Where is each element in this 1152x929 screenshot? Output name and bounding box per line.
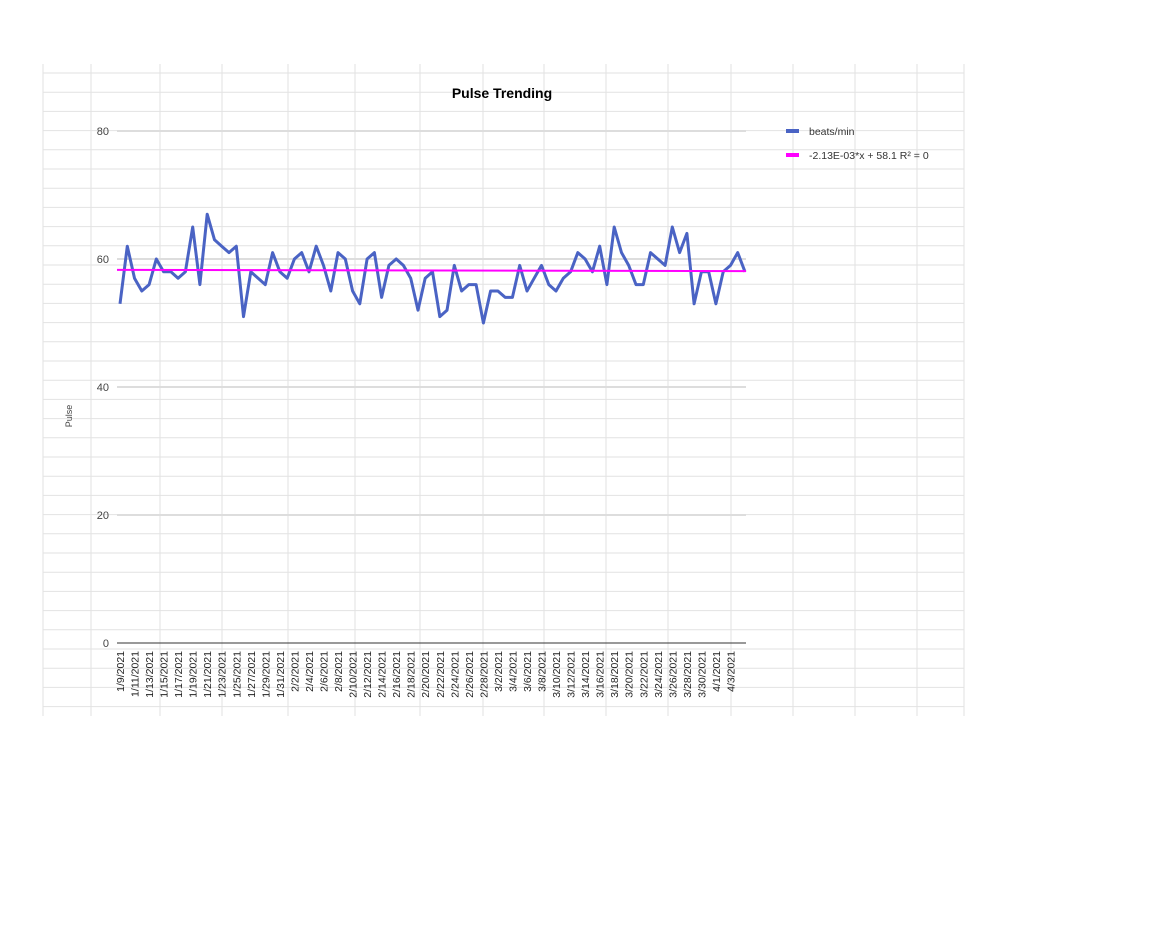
x-tick-label: 1/17/2021 (173, 651, 185, 698)
x-tick-label: 3/20/2021 (624, 651, 636, 698)
x-tick-label: 1/19/2021 (188, 651, 200, 698)
x-tick-label: 3/2/2021 (493, 651, 505, 692)
y-tick-20: 20 (97, 510, 109, 522)
x-tick-label: 3/4/2021 (507, 651, 519, 692)
y-axis-ticks: 0 20 40 60 80 (97, 126, 109, 650)
x-tick-label: 1/11/2021 (130, 651, 142, 697)
x-tick-label: 2/28/2021 (478, 651, 490, 698)
x-tick-label: 1/31/2021 (275, 651, 287, 698)
x-tick-label: 3/18/2021 (609, 651, 621, 698)
x-tick-label: 3/22/2021 (638, 651, 650, 698)
x-tick-label: 3/24/2021 (653, 651, 665, 698)
x-axis-ticks: 1/9/2021 1/11/2021 1/13/2021 1/15/2021 1/17/… (115, 651, 737, 698)
legend-swatch-trendline (786, 153, 799, 157)
x-tick-label: 1/27/2021 (246, 651, 258, 698)
legend-label-beats-per-min: beats/min (809, 126, 855, 138)
legend: beats/min -2.13E-03*x + 58.1 R² = 0 (786, 126, 929, 162)
x-tick-label: 2/14/2021 (377, 651, 389, 698)
x-tick-label: 2/22/2021 (435, 651, 447, 698)
x-tick-label: 1/9/2021 (115, 651, 127, 692)
x-tick-label: 2/8/2021 (333, 651, 345, 692)
y-tick-0: 0 (103, 638, 109, 650)
y-tick-40: 40 (97, 382, 109, 394)
x-tick-label: 1/15/2021 (159, 651, 171, 698)
x-tick-label: 2/18/2021 (406, 651, 418, 698)
x-tick-label: 2/26/2021 (464, 651, 476, 698)
y-tick-80: 80 (97, 126, 109, 138)
legend-swatch-beats-per-min (786, 129, 799, 133)
y-tick-60: 60 (97, 254, 109, 266)
x-tick-label: 2/24/2021 (449, 651, 461, 698)
x-tick-label: 3/12/2021 (566, 651, 578, 698)
x-tick-label: 1/13/2021 (144, 651, 156, 698)
x-tick-label: 3/26/2021 (667, 651, 679, 698)
x-tick-label: 3/8/2021 (537, 651, 549, 692)
x-tick-label: 3/28/2021 (682, 651, 694, 698)
x-tick-label: 3/30/2021 (696, 651, 708, 698)
x-tick-label: 2/2/2021 (289, 651, 301, 692)
x-tick-label: 1/29/2021 (260, 651, 272, 698)
x-tick-label: 1/23/2021 (217, 651, 229, 698)
trendline (116, 268, 747, 273)
x-tick-label: 2/10/2021 (348, 651, 360, 698)
chart-title: Pulse Trending (452, 85, 552, 101)
x-tick-label: 2/6/2021 (318, 651, 330, 692)
x-tick-label: 2/12/2021 (362, 651, 374, 698)
legend-label-trendline: -2.13E-03*x + 58.1 R² = 0 (809, 150, 929, 162)
series-layer (116, 212, 747, 325)
x-tick-label: 4/3/2021 (725, 651, 737, 692)
x-tick-label: 4/1/2021 (711, 651, 723, 692)
y-axis-label: Pulse (64, 405, 74, 428)
x-tick-label: 2/20/2021 (420, 651, 432, 698)
x-tick-label: 1/25/2021 (231, 651, 243, 698)
x-tick-label: 3/10/2021 (551, 651, 563, 698)
x-tick-label: 1/21/2021 (202, 651, 214, 698)
series-line-beats-per-min (118, 212, 747, 325)
chart-gridlines (117, 130, 746, 516)
x-tick-label: 3/6/2021 (522, 651, 534, 692)
x-tick-label: 2/16/2021 (391, 651, 403, 698)
x-tick-label: 3/16/2021 (595, 651, 607, 698)
x-tick-label: 3/14/2021 (580, 651, 592, 698)
x-tick-label: 2/4/2021 (304, 651, 316, 692)
